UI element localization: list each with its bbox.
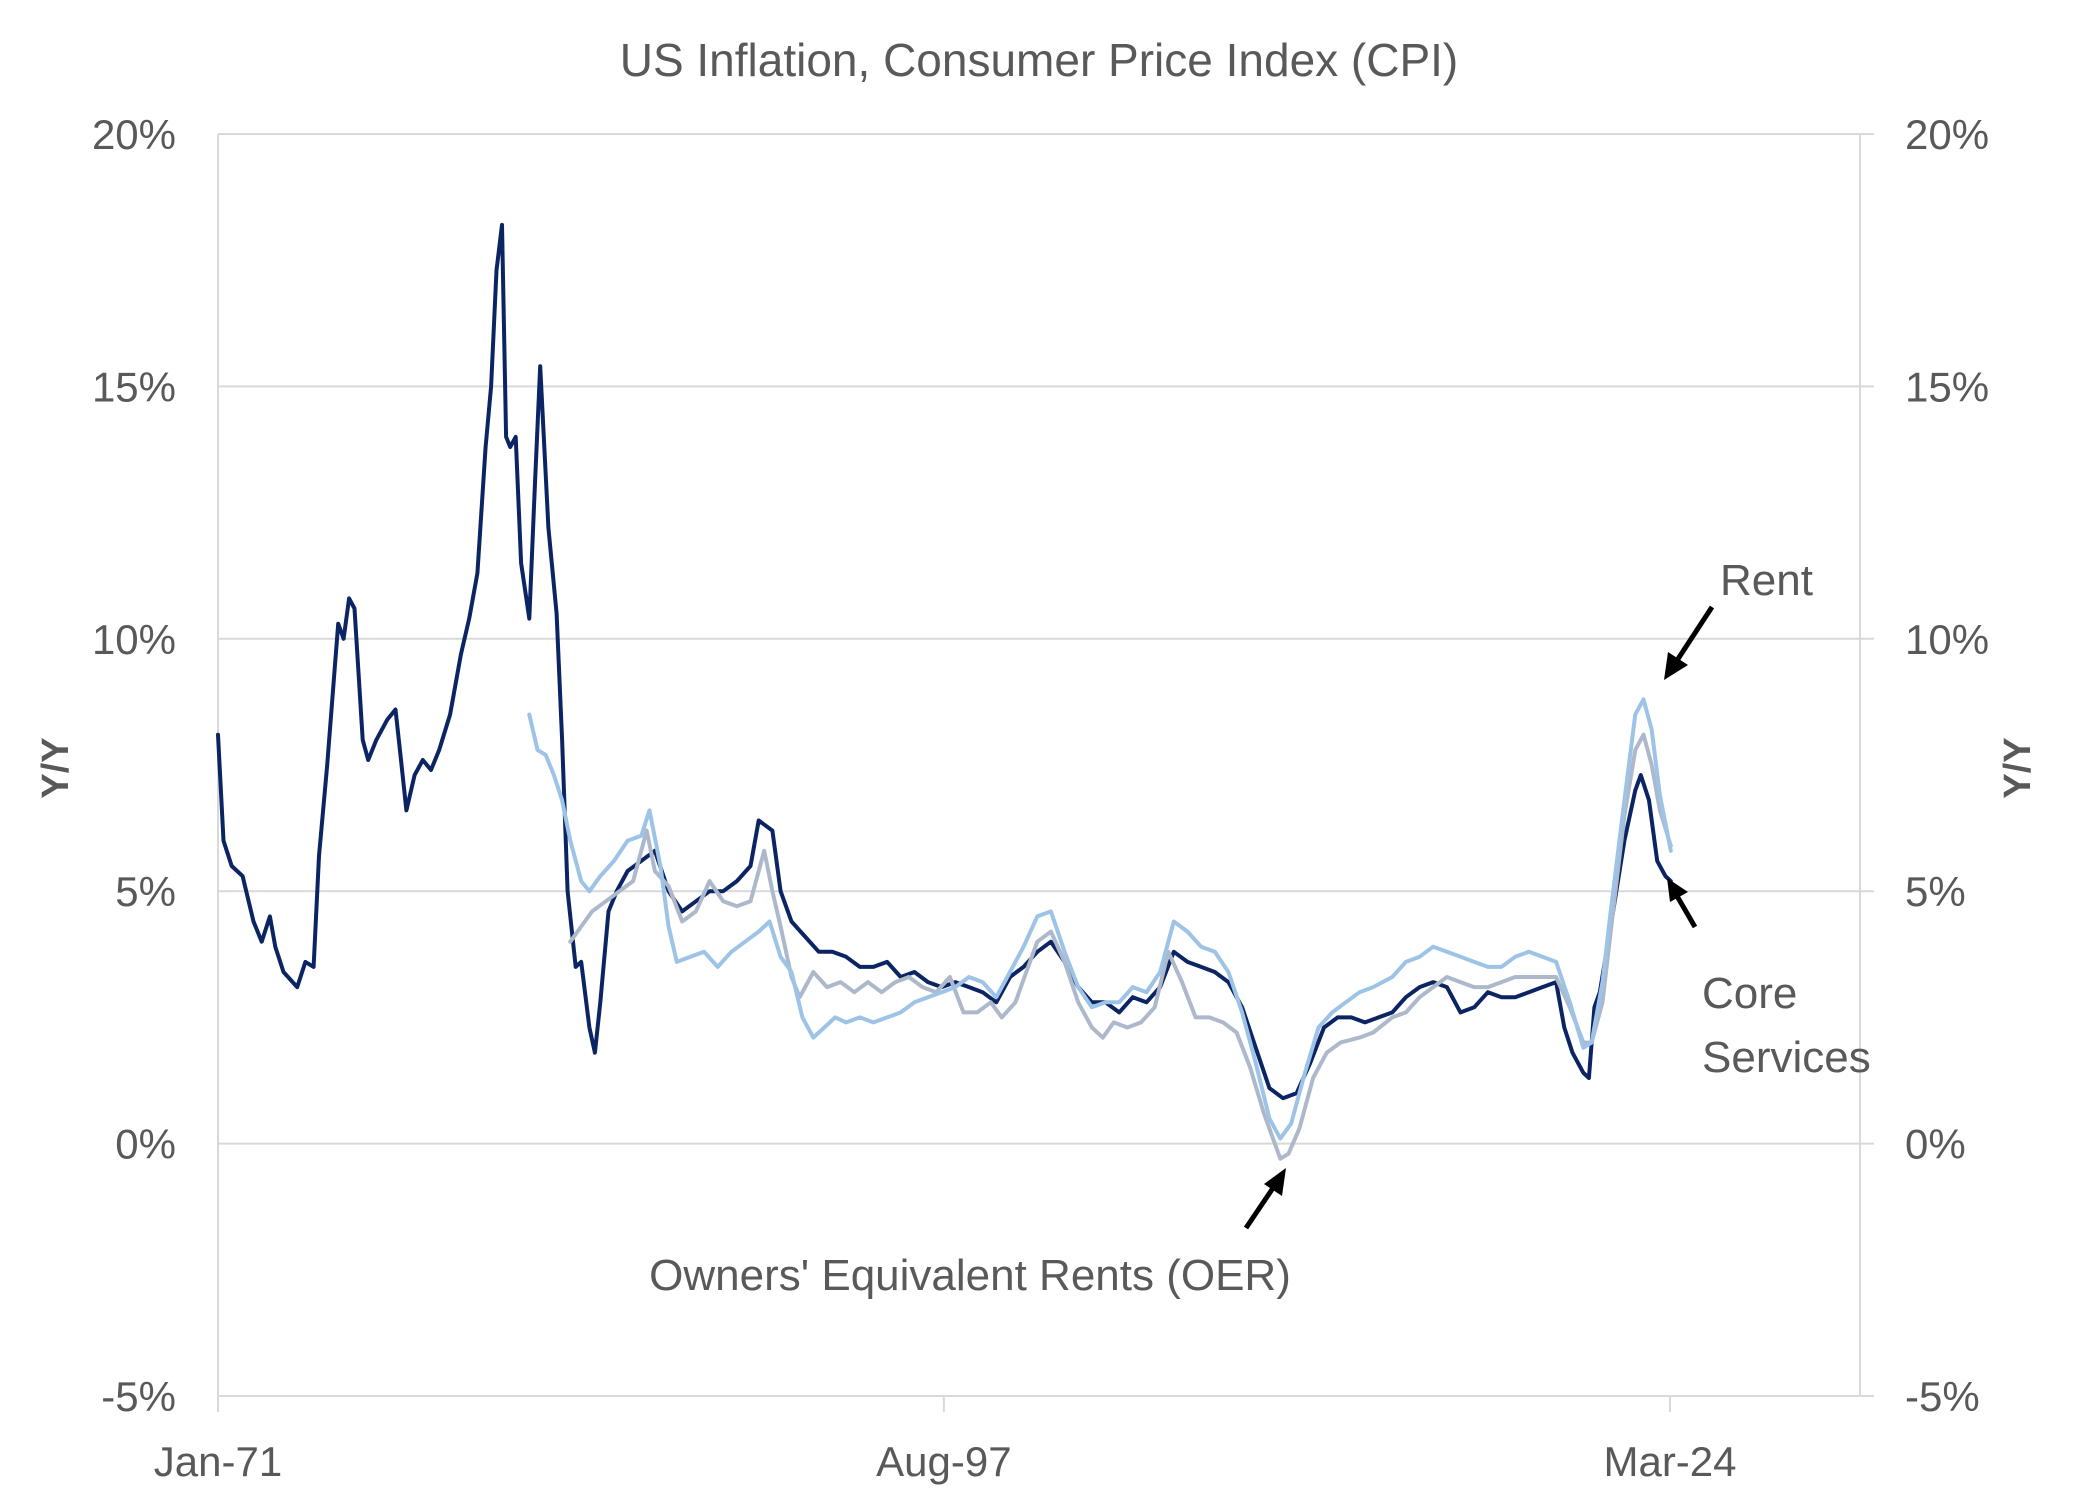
- chart-title: US Inflation, Consumer Price Index (CPI): [620, 34, 1459, 86]
- y-tick-label-left: 5%: [115, 868, 176, 915]
- x-tick-label: Aug-97: [876, 1438, 1011, 1485]
- series-line-core-services: [216, 222, 1673, 1101]
- y-axis-right: 20% 15% 10% 5% 0% -5%: [1905, 111, 1989, 1420]
- x-tick-label: Jan-71: [154, 1438, 282, 1485]
- series-lines: [216, 222, 1673, 1161]
- y-tick-label-right: 15%: [1905, 363, 1989, 410]
- y-tick-label-right: 20%: [1905, 111, 1989, 158]
- y-tick-label-left: 20%: [92, 111, 176, 158]
- y-tick-label-left: 0%: [115, 1121, 176, 1168]
- plot-frame: [217, 134, 1861, 1404]
- annotation-core-arrowhead: [1667, 878, 1688, 902]
- annotation-oer-arrow: [1243, 1183, 1278, 1230]
- y-axis-left: 20% 15% 10% 5% 0% -5%: [92, 111, 176, 1420]
- x-axis: Jan-71 Aug-97 Mar-24: [154, 1396, 1737, 1485]
- y-tick-label-left: -5%: [101, 1373, 176, 1420]
- series-line-oer: [568, 732, 1673, 1161]
- annotation-services-label: Services: [1702, 1033, 1871, 1082]
- y-axis-title-left: Y/Y: [35, 737, 77, 798]
- y-tick-label-left: 15%: [92, 363, 176, 410]
- annotation-rent: Rent: [1664, 556, 1813, 680]
- annotation-oer-arrowhead: [1264, 1168, 1286, 1196]
- annotation-core-arrow: [1674, 894, 1698, 929]
- annotation-core-services: Core Services: [1667, 878, 1871, 1082]
- y-tick-label-right: 10%: [1905, 616, 1989, 663]
- annotation-oer: Owners' Equivalent Rents (OER): [649, 1168, 1291, 1300]
- x-tick-label: Mar-24: [1603, 1438, 1736, 1485]
- y-axis-title-right: Y/Y: [1997, 737, 2039, 798]
- y-tick-label-right: -5%: [1905, 1373, 1980, 1420]
- annotation-rent-label: Rent: [1720, 556, 1813, 605]
- annotation-core-label: Core: [1702, 969, 1797, 1018]
- y-tick-label-right: 0%: [1905, 1121, 1966, 1168]
- annotation-rent-arrow: [1673, 605, 1715, 664]
- y-tick-label-left: 10%: [92, 616, 176, 663]
- annotation-oer-label: Owners' Equivalent Rents (OER): [649, 1251, 1291, 1300]
- series-line-rent: [527, 697, 1673, 1141]
- annotation-rent-arrowhead: [1664, 652, 1688, 680]
- gridlines: [218, 133, 1874, 1397]
- y-tick-label-right: 5%: [1905, 868, 1966, 915]
